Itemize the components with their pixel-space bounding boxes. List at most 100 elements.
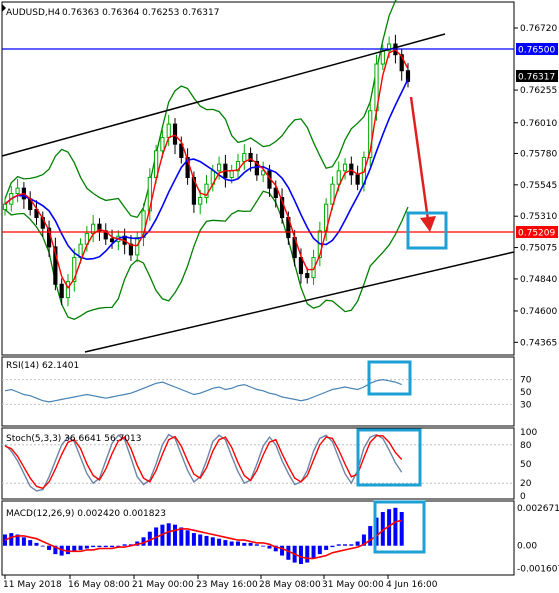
macd-bar	[47, 545, 52, 550]
macd-bar	[173, 524, 178, 546]
macd-bar	[374, 517, 379, 546]
stochastic-pane-frame	[1, 427, 515, 500]
rsi-line	[2, 378, 514, 405]
rsi-axis: 70 50 30	[520, 376, 532, 411]
macd-bar	[355, 541, 360, 546]
price-tick-label: 0.75780	[520, 149, 557, 159]
price-pane-frame	[1, 1, 515, 356]
macd-bar	[28, 540, 33, 546]
price-tick-label: 0.74600	[520, 307, 557, 317]
candle	[399, 48, 404, 81]
macd-bar	[91, 545, 96, 548]
stochastic-axis: 100 80 50 20 0	[520, 428, 537, 502]
stochastic-main	[4, 433, 403, 492]
channel-lower-line	[84, 251, 515, 353]
time-label: 11 May 2018	[3, 580, 62, 590]
macd-bar	[223, 540, 228, 546]
rsi-pane-frame	[1, 356, 515, 427]
macd-bar	[21, 537, 26, 546]
macd-bar	[166, 523, 171, 546]
candle	[342, 158, 348, 180]
macd-bar	[204, 535, 209, 546]
macd-bar	[380, 512, 385, 546]
macd-bar	[78, 545, 83, 550]
price-axis: 0.76720 0.76255 0.76010 0.75780 0.75545 0.753…	[514, 24, 558, 348]
stochastic-tick-label: 50	[520, 460, 532, 470]
macd-bar	[198, 534, 203, 546]
price-tick-label: 0.74365	[520, 338, 557, 348]
macd-bar	[343, 544, 348, 546]
macd-bar	[298, 545, 303, 564]
macd-bar	[229, 541, 234, 546]
rsi-tick-label: 30	[520, 400, 532, 410]
macd-bar	[336, 544, 341, 546]
macd-bar	[361, 534, 366, 546]
macd-bar	[15, 534, 20, 546]
time-label: 28 May 08:00	[259, 580, 321, 590]
symbol-label: AUDUSD,H4	[6, 8, 61, 18]
macd-bar	[185, 530, 190, 546]
macd-bar	[53, 545, 58, 555]
macd-bar	[3, 534, 7, 546]
candle	[65, 273, 71, 307]
rsi-highlight-box	[367, 360, 412, 396]
candle	[368, 103, 373, 167]
price-tick-label: 0.76255	[520, 86, 557, 96]
candle	[109, 229, 115, 249]
macd-bar	[122, 544, 127, 546]
stochastic-highlight-box	[356, 428, 422, 487]
time-label: 21 May 00:00	[132, 580, 194, 590]
forecast-arrow	[409, 96, 436, 232]
target-box	[406, 211, 448, 250]
macd-bar	[9, 533, 14, 546]
macd-bar	[34, 542, 39, 546]
macd-bar	[273, 545, 278, 552]
macd-bar	[261, 545, 266, 547]
candle	[405, 63, 411, 88]
macd-bar	[84, 545, 89, 549]
macd-bar	[267, 545, 272, 549]
price-tick-label: 0.75545	[520, 181, 557, 191]
candle	[185, 148, 190, 185]
stochastic-tick-label: 100	[520, 428, 537, 438]
price-tick-label: 0.76010	[520, 119, 557, 129]
macd-bar	[399, 512, 404, 546]
header-background	[4, 4, 232, 18]
macd-bar	[387, 509, 392, 546]
macd-bar	[97, 545, 102, 548]
macd-bar	[368, 526, 373, 546]
price-marker-support: 0.75209	[516, 226, 558, 239]
rsi-tick-label: 50	[520, 388, 532, 398]
macd-pane[interactable]: MACD(12,26,9) 0.002420 0.001823 0.002671…	[1, 500, 559, 576]
candle	[261, 161, 266, 183]
macd-bar	[116, 545, 121, 547]
macd-bar	[65, 545, 70, 555]
stochastic-tick-label: 80	[520, 441, 532, 451]
price-marker-label: 0.76317	[518, 73, 555, 83]
bollinger-upper	[4, 0, 397, 219]
time-label: 31 May 00:00	[322, 580, 384, 590]
price-pane[interactable]: AUDUSD,H4 0.76363 0.76364 0.76253 0.7631…	[1, 0, 515, 356]
stochastic-label: Stoch(5,3,3) 36.6641 56.7013	[6, 434, 141, 444]
macd-label: MACD(12,26,9) 0.002420 0.001823	[6, 509, 166, 519]
ohlc-label: 0.76363 0.76364 0.76253 0.76317	[62, 8, 219, 18]
macd-bar	[330, 545, 335, 548]
rsi-pane[interactable]: RSI(14) 62.1401 70 50 30	[1, 356, 532, 427]
rsi-tick-label: 70	[520, 376, 532, 386]
candle	[128, 235, 134, 261]
stochastic-pane[interactable]: Stoch(5,3,3) 36.6641 56.7013 100 80 50 20 0	[1, 427, 537, 502]
candle	[235, 153, 241, 179]
header-arrow-icon	[2, 4, 6, 12]
stochastic-lines	[2, 433, 514, 492]
bollinger-bands	[4, 0, 409, 321]
price-tick-label: 0.75075	[520, 244, 557, 254]
price-marker-current: 0.76317	[516, 70, 558, 83]
price-marker-resistance: 0.76500	[516, 43, 558, 56]
time-label: 16 May 08:00	[68, 580, 130, 590]
macd-bar	[248, 542, 253, 546]
moving-averages	[4, 48, 409, 290]
ma-slow	[4, 78, 409, 261]
stochastic-signal	[4, 435, 403, 490]
macd-bar	[110, 545, 115, 548]
candle	[279, 188, 285, 224]
